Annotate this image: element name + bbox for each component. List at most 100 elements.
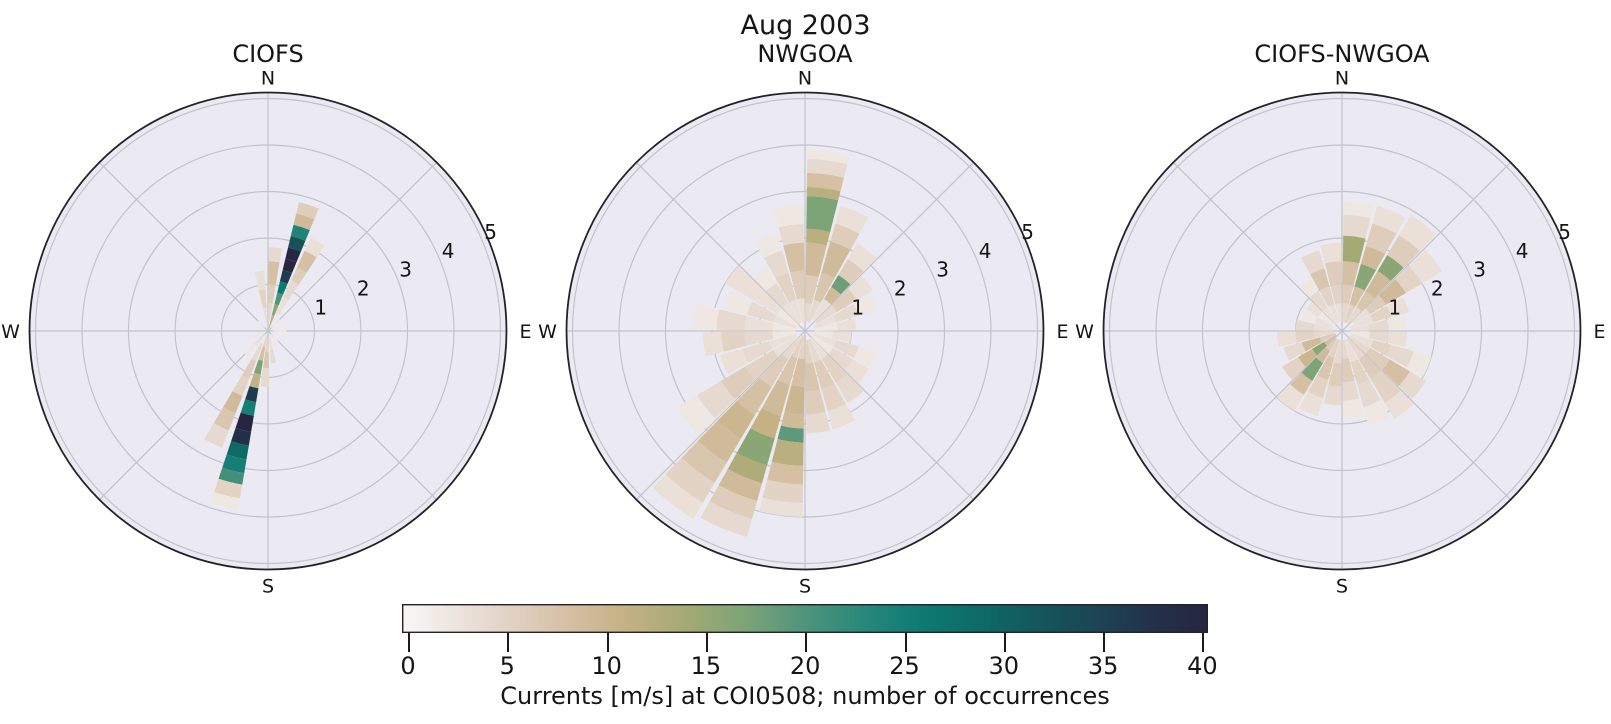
petal-segment <box>231 428 252 446</box>
petal-segment <box>268 284 276 304</box>
petal-segment <box>1387 331 1408 348</box>
petal-segment <box>274 292 284 306</box>
colorbar-tick-mark <box>507 633 510 652</box>
radial-tick-label: 2 <box>894 277 907 301</box>
colorbar-label: Currents [m/s] at COI0508; number of occ… <box>500 682 1110 710</box>
petal-segment <box>1342 380 1360 401</box>
petal-segment <box>1306 301 1323 317</box>
petal-segment <box>777 308 799 327</box>
petal-segment <box>251 343 263 362</box>
petal-segment <box>1323 385 1342 406</box>
petal-segment <box>1365 347 1390 370</box>
petal-segment <box>784 385 805 415</box>
petal-segment <box>809 337 828 359</box>
petal-segment <box>821 241 851 279</box>
petal-segment <box>744 331 774 346</box>
petal-segment <box>290 224 310 241</box>
petal-segment <box>783 242 805 273</box>
petal-segment <box>268 315 275 329</box>
petal-segment <box>235 412 254 432</box>
compass-label-e: E <box>519 321 531 343</box>
petal-segment <box>263 351 269 369</box>
petal-segment <box>762 479 803 504</box>
petal-segment <box>269 349 277 364</box>
petal-segment <box>1314 324 1333 331</box>
colorbar-tick-label: 15 <box>690 652 722 680</box>
petal-segment <box>218 467 245 485</box>
petal-segment <box>242 359 257 379</box>
petal-segment <box>254 334 266 346</box>
petal-segment <box>1328 362 1342 387</box>
petal-segment <box>719 348 749 375</box>
petal-segment <box>1398 371 1426 400</box>
petal-segment <box>213 407 236 431</box>
polar-rose-nwgoa: N S E W 1 2 3 4 5 <box>538 68 1068 598</box>
petal-segment <box>835 205 869 234</box>
petal-segment <box>827 404 855 430</box>
petal-segment <box>1282 357 1306 380</box>
petal-segment <box>1295 331 1315 343</box>
petal-segment <box>1370 339 1392 356</box>
petal-segment <box>1342 284 1354 304</box>
petal-segment <box>700 501 752 537</box>
polar-boundary <box>1102 91 1582 571</box>
petal-segment <box>796 298 805 322</box>
radial-tick-label: 5 <box>1558 220 1571 244</box>
radial-tick-label: 2 <box>357 277 370 301</box>
petal-segment <box>727 452 768 484</box>
colorbar-tick-mark <box>408 633 410 652</box>
petal-segment <box>293 213 315 231</box>
petal-segment <box>275 297 289 316</box>
petal-segment <box>771 439 804 466</box>
petal-segment <box>790 270 805 300</box>
radial-tick-label: 1 <box>314 296 327 320</box>
radial-tick-label: 1 <box>851 296 864 320</box>
petal-segment <box>1277 384 1304 411</box>
subplot-title-ciofs: CIOFS <box>232 40 304 68</box>
petal-segment <box>288 236 306 252</box>
petal-segment <box>836 318 857 331</box>
petal-segment <box>798 335 805 359</box>
petal-segment <box>744 316 774 331</box>
petal-segment <box>1295 319 1315 331</box>
petal-segment <box>291 267 307 285</box>
compass-label-s: S <box>1336 576 1348 598</box>
petal-segment <box>813 333 837 347</box>
petal-segment <box>848 275 873 301</box>
petal-segment <box>1328 339 1340 358</box>
petal-segment <box>1342 358 1355 383</box>
petal-segment <box>1360 245 1386 271</box>
petal-segment <box>1384 390 1414 419</box>
petal-segment <box>1350 315 1374 329</box>
petal-segment <box>791 358 805 387</box>
spoke-line <box>267 161 438 332</box>
petal-segment <box>1365 295 1386 315</box>
petal-segment <box>652 474 703 519</box>
petal-segment <box>1324 261 1342 286</box>
petal-segment <box>724 290 753 315</box>
petal-segment <box>1290 372 1313 395</box>
subplot-title-nwgoa: NWGOA <box>757 40 853 68</box>
colorbar-tick-label: 10 <box>591 652 622 680</box>
spoke-line <box>1172 161 1343 332</box>
petal-segment <box>1348 335 1370 354</box>
petal-segment <box>831 288 857 312</box>
petal-segment <box>204 423 229 448</box>
petal-segment <box>717 400 756 439</box>
petal-segment <box>1307 375 1329 399</box>
petal-segment <box>821 354 848 383</box>
petal-segment <box>1378 279 1406 305</box>
spoke-line <box>98 330 269 501</box>
petal-segment <box>1358 354 1381 379</box>
petal-segment <box>1365 271 1391 298</box>
compass-label-w: W <box>1 321 20 343</box>
petal-segment <box>709 485 758 519</box>
spoke-line <box>1341 330 1512 501</box>
colorbar-bar <box>401 603 1208 634</box>
petal-segment <box>1322 307 1338 325</box>
polar-boundary <box>28 91 508 571</box>
petal-segment <box>1350 333 1374 347</box>
petal-segment <box>1283 342 1306 361</box>
petal-segment <box>807 299 821 323</box>
petal-segment <box>807 149 850 165</box>
